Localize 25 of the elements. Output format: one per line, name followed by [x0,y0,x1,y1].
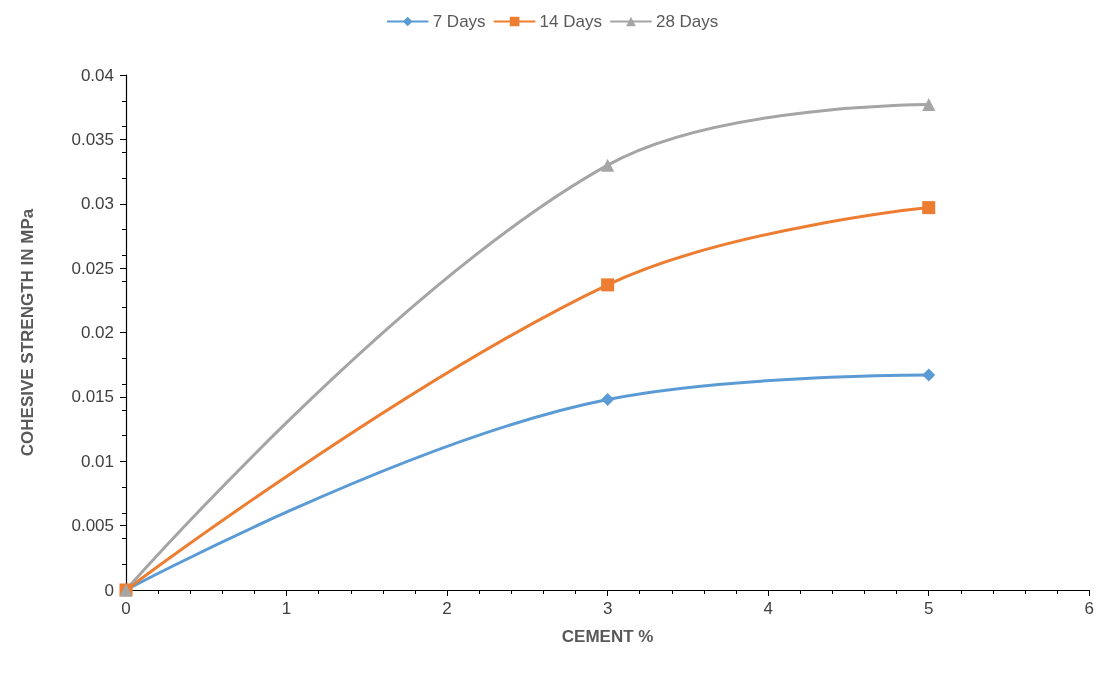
x-tick-label: 4 [763,599,773,618]
point [922,368,936,382]
point [601,278,615,292]
point [922,201,936,215]
x-tick-label: 1 [281,599,292,618]
y-tick-label: 0.02 [80,323,114,342]
y-tick-label: 0.005 [71,516,114,536]
legend-label: 14 Days [539,12,602,31]
x-tick-label: 0 [121,599,131,618]
point [601,392,615,406]
y-tick-label: 0 [104,580,114,600]
y-tick-label: 0.03 [80,194,114,214]
x-tick-label: 2 [442,599,452,618]
legend-label: 28 Days [655,12,719,31]
y-tick-label: 0.035 [71,129,114,149]
x-tick-label: 3 [602,599,613,618]
x-axis-title: CEMENT % [561,627,654,646]
y-axis-title: COHESIVE STRENGTH IN MPa [18,208,37,457]
y-tick-label: 0.04 [80,65,114,85]
y-tick-label: 0.025 [71,258,114,278]
y-tick-label: 0.015 [71,387,114,407]
legend-label: 7 Days [432,12,486,31]
y-tick-label: 0.01 [80,451,114,471]
x-tick-label: 5 [923,599,934,618]
x-tick-label: 6 [1084,599,1095,618]
